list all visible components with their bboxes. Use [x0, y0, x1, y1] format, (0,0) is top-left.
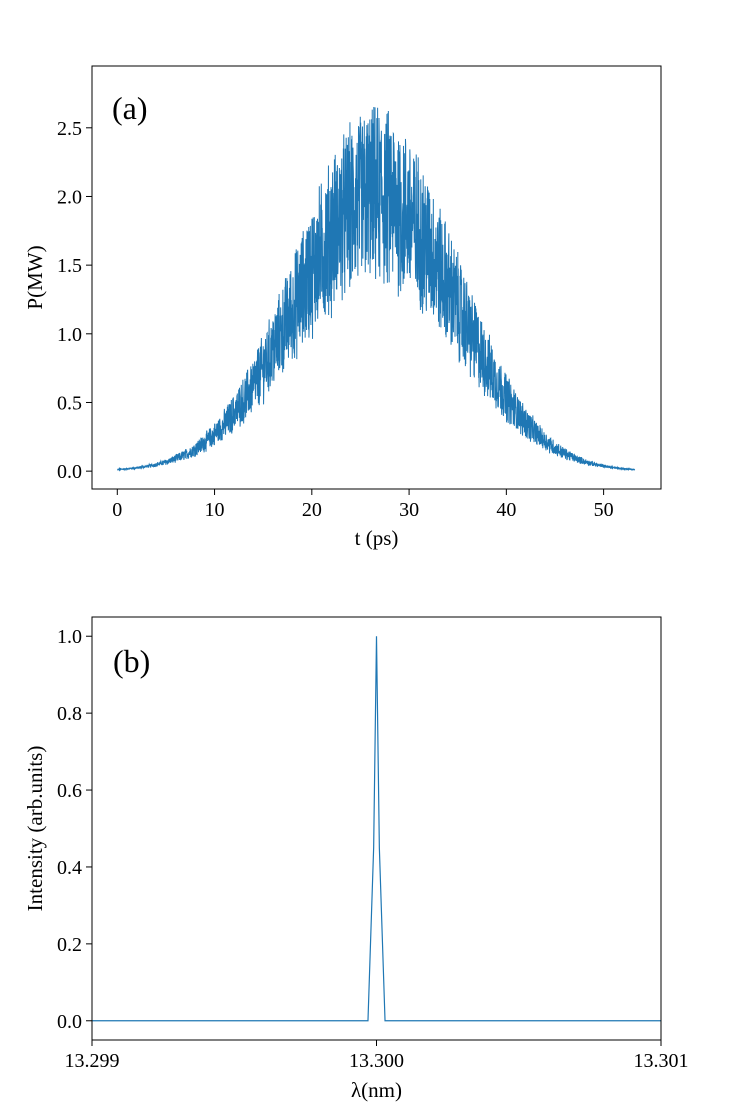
- panel-a-y-axis-label: P(MW): [23, 245, 47, 309]
- panel-b-plot-area: [92, 617, 661, 1040]
- panel-a-x-tick-label: 40: [496, 499, 516, 521]
- panel-a-ticks: 0 10 20 30 40 50 0.0 0.5 1.0 1.5 2.0 2.5: [57, 118, 614, 521]
- panel-b-spectrum-line: [92, 636, 661, 1022]
- panel-b-x-tick-label: 13.300: [349, 1050, 404, 1072]
- panel-b: 13.299 13.300 13.301 0.0 0.2 0.4 0.6 0.8 1.0 (b)…: [23, 616, 689, 1102]
- panel-b-y-tick-label: 0.4: [57, 857, 82, 879]
- panel-a-frame: [91, 65, 662, 490]
- panel-a-y-tick-label: 2.0: [57, 186, 82, 208]
- panel-a-pulse-power-line: [117, 107, 636, 472]
- panel-a-label: (a): [112, 90, 148, 126]
- panel-b-y-tick-label: 0.6: [57, 780, 82, 802]
- panel-a-y-tick-label: 0.0: [57, 461, 82, 483]
- panel-a-y-tick-label: 0.5: [57, 392, 82, 414]
- panel-a-series-group: [117, 107, 636, 472]
- panel-b-x-tick-label: 13.299: [65, 1050, 120, 1072]
- panel-b-y-tick-label: 1.0: [57, 626, 82, 648]
- panel-a-x-tick-label: 30: [399, 499, 419, 521]
- panel-a-x-tick-label: 10: [205, 499, 225, 521]
- panel-a-x-tick-label: 0: [112, 499, 122, 521]
- panel-b-label: (b): [113, 643, 150, 679]
- panel-a-y-tick-label: 2.5: [57, 118, 82, 140]
- panel-b-y-tick-label: 0.8: [57, 703, 82, 725]
- panel-a-x-tick-label: 50: [594, 499, 614, 521]
- panel-b-x-axis-label: λ(nm): [351, 1078, 402, 1102]
- panel-b-y-tick-label: 0.0: [57, 1011, 82, 1033]
- panel-b-y-tick-label: 0.2: [57, 934, 82, 956]
- panel-b-x-tick-label: 13.301: [634, 1050, 689, 1072]
- panel-b-y-axis-label: Intensity (arb.units): [23, 746, 47, 912]
- panel-a-y-tick-label: 1.5: [57, 255, 82, 277]
- panel-a-x-axis-label: t (ps): [355, 526, 399, 550]
- panel-a-x-tick-label: 20: [302, 499, 322, 521]
- panel-b-series-group: [92, 636, 661, 1022]
- panel-a-y-tick-label: 1.0: [57, 324, 82, 346]
- panel-a: 0 10 20 30 40 50 0.0 0.5 1.0 1.5 2.0 2.5 (a) t (ps)…: [23, 65, 662, 550]
- panel-b-ticks: 13.299 13.300 13.301 0.0 0.2 0.4 0.6 0.8 1.0: [57, 626, 689, 1072]
